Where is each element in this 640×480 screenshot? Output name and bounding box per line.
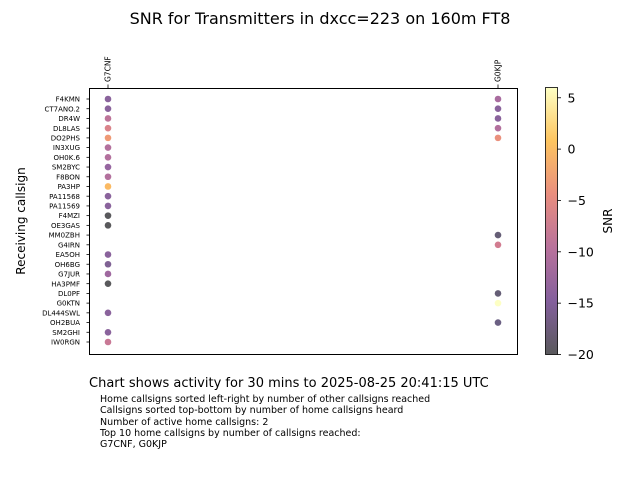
data-point <box>104 105 112 113</box>
y-tick-label: OE3GAS <box>51 222 81 230</box>
x-tick-label: G0KJP <box>494 59 503 82</box>
data-point <box>104 328 112 336</box>
y-tick-label: F4KMN <box>56 96 80 104</box>
y-tick-label: DL8LAS <box>53 125 81 133</box>
colorbar-tick-label: −5 <box>568 193 586 208</box>
data-point <box>104 338 112 346</box>
chart-notes: Home callsigns sorted left-right by numb… <box>100 394 430 450</box>
data-point <box>104 270 112 278</box>
y-tick-label: G7JUR <box>58 271 80 279</box>
y-tick-label: IW0RGN <box>51 339 80 347</box>
data-point <box>104 202 112 210</box>
data-point <box>104 260 112 268</box>
y-tick-label: SM2GHI <box>52 329 80 337</box>
data-point <box>104 222 112 229</box>
colorbar-tick-label: 0 <box>568 142 576 157</box>
data-point <box>104 124 112 132</box>
y-tick-label: PA11569 <box>49 203 80 211</box>
y-tick-label: DL444SWL <box>42 309 80 317</box>
y-tick-label: F4MZI <box>59 212 80 220</box>
y-tick-label: MM0ZBH <box>49 232 80 240</box>
y-tick-label: DO2PHS <box>51 134 81 142</box>
y-tick-label: EA5OH <box>56 251 80 259</box>
data-point <box>104 163 112 171</box>
plot-area <box>89 88 518 355</box>
data-point <box>494 115 502 122</box>
data-point <box>104 154 112 161</box>
data-point <box>104 280 112 287</box>
x-tick-label: G7CNF <box>104 56 113 82</box>
y-tick-label: IN3XUG <box>53 144 80 152</box>
data-point <box>104 134 112 142</box>
y-tick-label: SM2BYC <box>52 164 80 172</box>
data-points <box>104 95 502 346</box>
data-point <box>104 144 112 151</box>
data-point <box>494 319 502 326</box>
y-axis-label: Receiving callsign <box>14 167 28 274</box>
data-point <box>494 95 502 103</box>
y-tick-label: F8BON <box>56 173 80 181</box>
data-point <box>104 192 112 200</box>
chart-title: SNR for Transmitters in dxcc=223 on 160m… <box>130 9 511 28</box>
data-point <box>494 231 502 239</box>
y-tick-label: PA11568 <box>49 193 80 201</box>
y-tick-label: G0KTN <box>57 300 80 308</box>
y-tick-label: PA3HP <box>57 183 80 191</box>
data-point <box>104 183 112 190</box>
data-point <box>494 105 502 113</box>
y-tick-label: G4IRN <box>58 241 80 249</box>
colorbar-tick-label: 5 <box>568 90 576 105</box>
colorbar-tick-label: −10 <box>568 244 594 259</box>
note-line: Home callsigns sorted left-right by numb… <box>100 394 431 405</box>
data-point <box>104 95 112 103</box>
note-line: Number of active home callsigns: 2 <box>100 416 269 428</box>
colorbar-axis: 5 0 −5 −10 −15 −20 <box>557 90 594 362</box>
y-tick-label: OH6BG <box>55 261 80 269</box>
data-point <box>494 124 502 132</box>
colorbar-tick-label: −15 <box>568 296 594 311</box>
note-line: Top 10 home callsigns by number of calls… <box>100 427 361 439</box>
data-point <box>494 299 502 307</box>
y-tick-label: HA3PMF <box>51 280 80 288</box>
data-point <box>104 251 112 258</box>
colorbar <box>545 87 558 355</box>
data-point <box>494 134 502 142</box>
y-tick-label: CT7ANO.2 <box>44 105 80 113</box>
x-axis-top: G7CNF G0KJP <box>104 56 503 88</box>
y-tick-label: OH2BUA <box>50 319 80 327</box>
y-tick-label: DL0PF <box>58 290 80 298</box>
note-line: Callsigns sorted top-bottom by number of… <box>100 405 404 417</box>
data-point <box>494 241 502 249</box>
data-point <box>104 115 112 122</box>
colorbar-tick-label: −20 <box>568 347 594 362</box>
data-point <box>104 173 112 181</box>
data-point <box>104 309 112 317</box>
data-point <box>494 290 502 297</box>
chart-caption: Chart shows activity for 30 mins to 2025… <box>89 376 489 391</box>
note-line: G7CNF, G0KJP <box>100 439 167 451</box>
data-point <box>104 212 112 219</box>
y-tick-label: OH0K.6 <box>54 154 81 162</box>
colorbar-label: SNR <box>601 209 615 234</box>
y-tick-label: DR4W <box>58 115 80 123</box>
